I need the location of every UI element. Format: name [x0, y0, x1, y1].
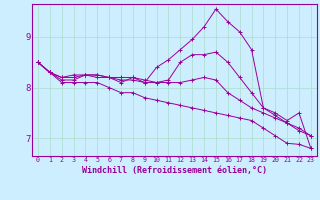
- X-axis label: Windchill (Refroidissement éolien,°C): Windchill (Refroidissement éolien,°C): [82, 166, 267, 175]
